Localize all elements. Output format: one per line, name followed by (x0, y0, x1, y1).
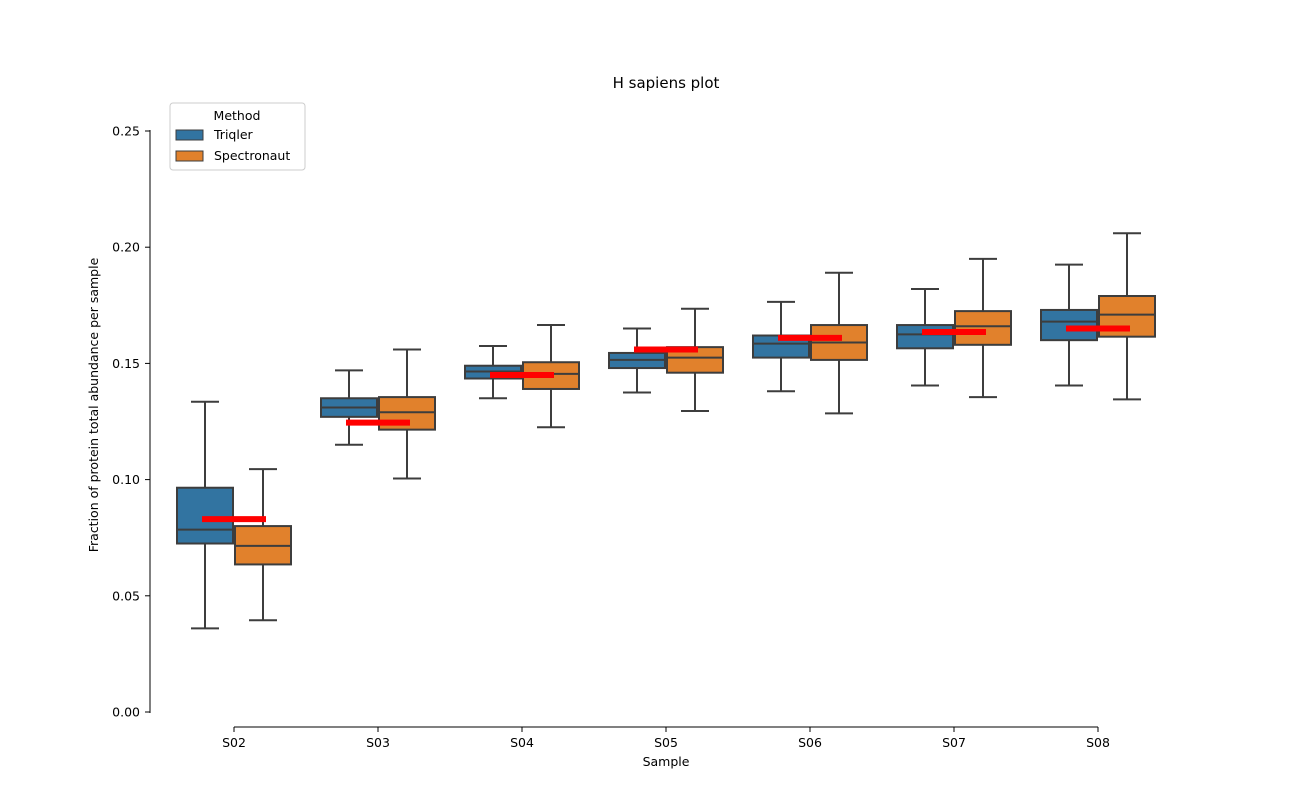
y-tick-label: 0.10 (112, 472, 140, 487)
x-tick-label: S08 (1086, 735, 1110, 750)
y-axis-label: Fraction of protein total abundance per … (86, 257, 101, 552)
legend-frame (169, 102, 306, 171)
y-tick-label: 0.25 (112, 124, 140, 139)
x-tick-label: S06 (798, 735, 822, 750)
box-body (1040, 308, 1098, 342)
box-triqler (752, 300, 810, 393)
box-triqler (608, 327, 666, 394)
x-tick-label: S04 (510, 735, 534, 750)
chart-title: H sapiens plot (613, 74, 720, 92)
box-spectronaut (522, 324, 580, 429)
y-tick-label: 0.00 (112, 705, 140, 720)
box-spectronaut (378, 348, 436, 480)
x-ticks: S02 S03 S04 S05 S06 S07 S08 (222, 727, 1110, 750)
box-triqler (176, 400, 234, 630)
box-triqler (320, 369, 378, 446)
box-body (176, 486, 234, 545)
x-axis-label: Sample (643, 754, 690, 769)
x-tick-label: S07 (942, 735, 966, 750)
box-body (954, 310, 1012, 346)
legend-swatch-triqler (175, 129, 204, 141)
legend-title: Method (214, 108, 261, 123)
reference-lines (202, 325, 1130, 523)
box-spectronaut (1098, 232, 1156, 401)
box-triqler (896, 288, 954, 387)
box-spectronaut (234, 468, 292, 622)
legend: Method Triqler Spectronaut (169, 102, 306, 171)
y-tick-label: 0.15 (112, 356, 140, 371)
x-tick-label: S05 (654, 735, 678, 750)
legend-label-triqler: Triqler (213, 127, 254, 142)
y-tick-label: 0.20 (112, 240, 140, 255)
x-tick-label: S02 (222, 735, 246, 750)
y-tick-label: 0.05 (112, 588, 140, 603)
legend-swatch-spectronaut (175, 150, 204, 162)
y-ticks: 0.00 0.05 0.10 0.15 0.20 0.25 (112, 124, 150, 720)
box-spectronaut (954, 257, 1012, 399)
box-body (896, 324, 954, 350)
box-spectronaut (810, 271, 868, 415)
legend-label-spectronaut: Spectronaut (214, 148, 290, 163)
x-tick-label: S03 (366, 735, 390, 750)
box-triqler (1040, 263, 1098, 387)
box-plots (176, 232, 1156, 630)
box-spectronaut (666, 307, 724, 413)
